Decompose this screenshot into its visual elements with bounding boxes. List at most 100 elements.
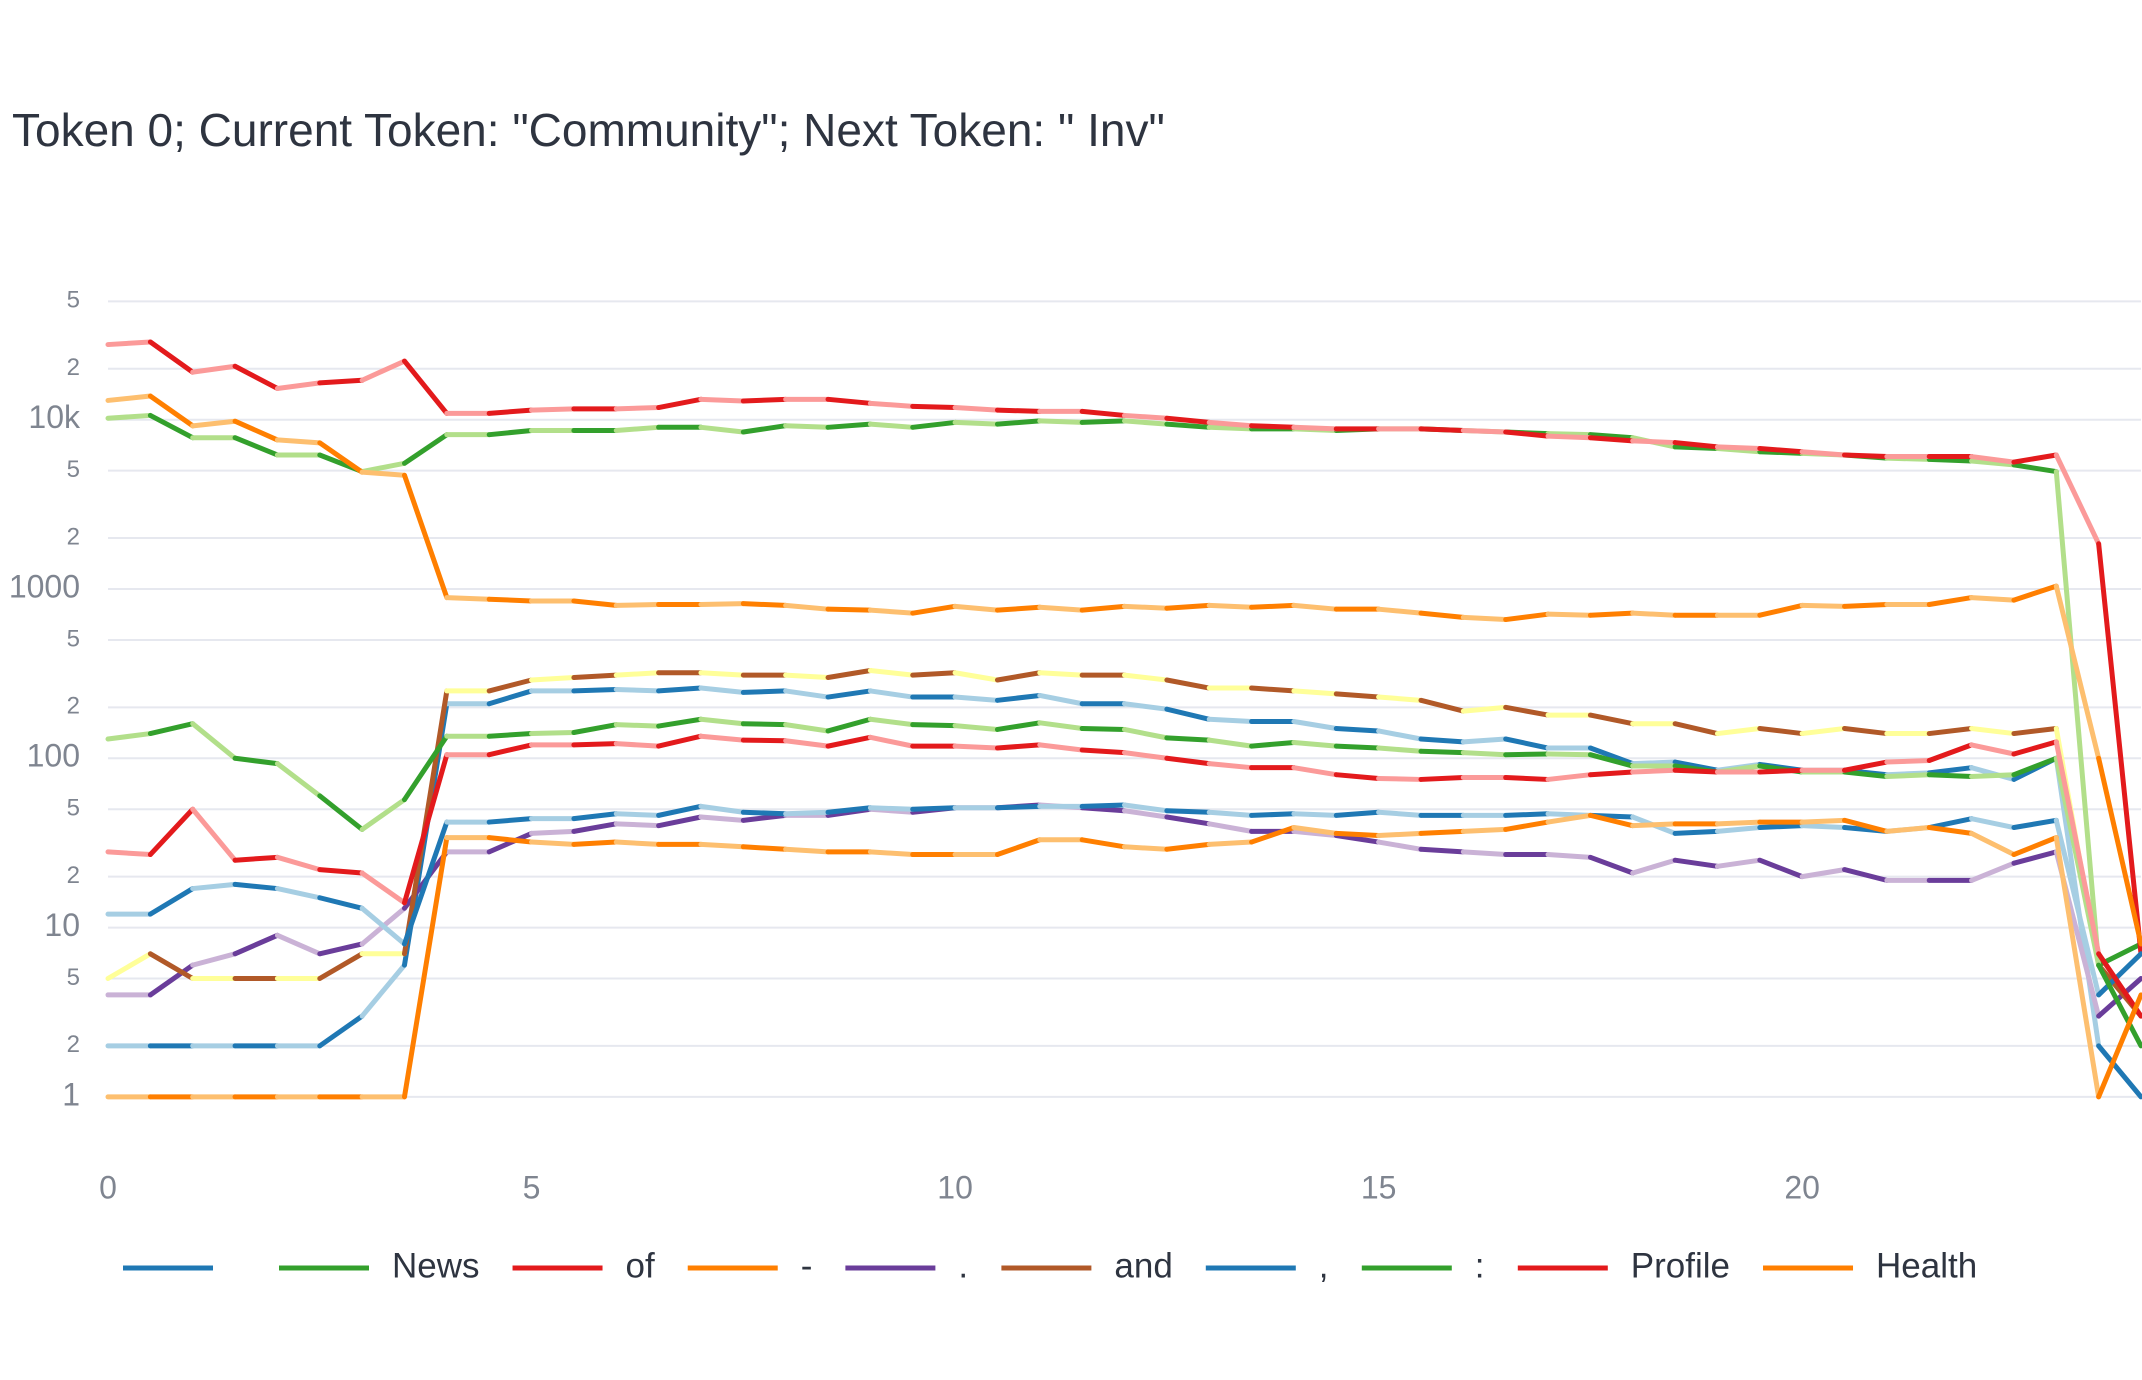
line-segment	[359, 358, 407, 383]
line-segment	[571, 811, 619, 822]
line-segment	[571, 839, 619, 847]
line-segment	[274, 932, 323, 957]
line-segment	[1630, 767, 1678, 775]
line-segment	[1079, 408, 1127, 418]
line-segment	[1376, 809, 1424, 818]
legend-label: News	[392, 1246, 480, 1285]
line-segment	[1291, 424, 1339, 432]
line-segment	[317, 440, 365, 475]
line-segment	[105, 731, 153, 742]
y-tick-label: 10	[44, 907, 80, 943]
line-segment	[1545, 431, 1593, 438]
line-segment	[698, 601, 746, 607]
line-segment	[1291, 602, 1339, 612]
line-segment	[1037, 742, 1085, 753]
line-segment	[1672, 721, 1720, 737]
line-segment	[1333, 832, 1382, 845]
line-segment	[529, 730, 577, 737]
line-segment	[613, 722, 662, 729]
line-segment	[1291, 811, 1339, 818]
line-segment	[1545, 611, 1593, 618]
line-segment	[994, 692, 1043, 703]
line-segment	[1926, 765, 1975, 776]
line-segment	[698, 685, 746, 695]
line-segment	[1164, 602, 1212, 611]
line-segment	[698, 803, 746, 815]
line-segment	[486, 407, 535, 416]
line-segment	[1757, 446, 1805, 455]
line-segment	[232, 435, 280, 458]
line-segment	[1842, 725, 1890, 737]
line-segment	[1672, 440, 1720, 450]
line-segment	[486, 596, 535, 604]
line-segment	[1122, 802, 1170, 814]
line-segment	[1122, 418, 1170, 427]
y-tick-label: 1000	[9, 568, 80, 604]
line-segment	[1164, 421, 1212, 430]
line-segment	[190, 951, 238, 968]
line-segment	[1079, 725, 1127, 732]
line-segment	[317, 793, 365, 832]
line-segment	[1206, 737, 1255, 749]
line-segment	[486, 731, 535, 739]
line-segment	[1969, 860, 2017, 883]
line-segment	[1333, 743, 1382, 751]
line-segment	[529, 828, 577, 836]
line-segment	[613, 811, 662, 818]
y-tick-label: 5	[67, 795, 80, 822]
line-segment	[1926, 456, 1975, 464]
line-segment	[910, 403, 958, 411]
line-segment	[1842, 452, 1890, 460]
line-segment	[190, 881, 238, 892]
line-segment	[2011, 452, 2059, 465]
line-segment	[529, 839, 577, 847]
line-segment	[359, 870, 407, 906]
line-segment	[994, 418, 1043, 427]
line-segment	[317, 951, 365, 982]
line-segment	[401, 835, 450, 1100]
line-segment	[1757, 602, 1805, 618]
line-segment	[1206, 821, 1255, 834]
line-segment	[486, 742, 535, 758]
line-segment	[2053, 817, 2102, 998]
line-segment	[952, 419, 1000, 427]
line-segment	[147, 721, 196, 737]
x-tick-label: 15	[1361, 1169, 1397, 1205]
line-segment	[1926, 595, 1975, 607]
line-segment	[1418, 610, 1466, 620]
line-segment	[1799, 823, 1848, 831]
line-segment	[147, 393, 196, 429]
line-segment	[1587, 769, 1636, 778]
line-segment	[740, 809, 789, 817]
line-segment	[105, 849, 153, 858]
line-segment	[910, 419, 958, 430]
line-segment	[1799, 449, 1848, 458]
line-segment	[1587, 745, 1636, 767]
line-segment	[656, 733, 704, 749]
line-segment	[1545, 433, 1593, 441]
line-segment	[613, 601, 662, 608]
line-segment	[2011, 755, 2059, 778]
line-segment	[2011, 817, 2059, 831]
line-segment	[147, 806, 196, 858]
line-segment	[1206, 602, 1255, 610]
y-tick-label: 1	[62, 1076, 80, 1112]
line-segment	[1291, 718, 1339, 731]
line-segment	[401, 819, 450, 947]
line-segment	[952, 743, 1000, 751]
line-segment	[1757, 823, 1805, 831]
line-segment	[1249, 825, 1297, 845]
line-segment	[740, 423, 789, 435]
x-tick-label: 0	[99, 1169, 117, 1205]
line-segment	[1969, 816, 2017, 831]
y-tick-label: 5	[67, 625, 80, 652]
line-segment	[952, 603, 1000, 613]
line-segment	[571, 741, 619, 748]
line-segment	[1291, 688, 1339, 697]
line-segment	[2011, 739, 2059, 757]
line-segment	[1037, 720, 1085, 731]
line-segment	[1164, 814, 1212, 827]
line-segment	[401, 432, 450, 466]
line-segment	[274, 761, 323, 799]
